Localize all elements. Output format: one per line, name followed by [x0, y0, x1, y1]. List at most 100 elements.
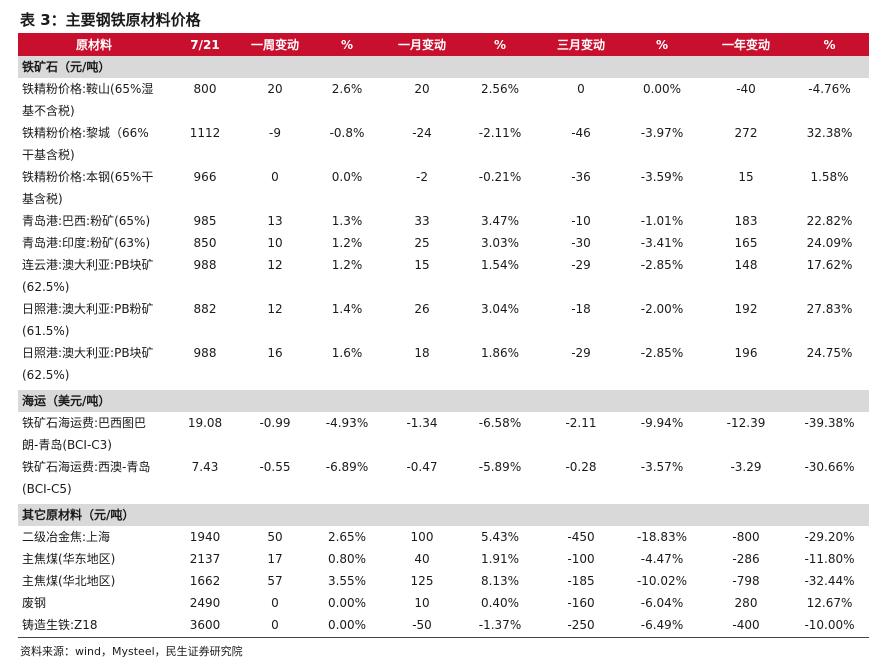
section-title: 海运（美元/吨） — [18, 390, 869, 412]
material-name-line: 朗-青岛(BCI-C3) — [22, 438, 112, 452]
material-name-cell: 主焦煤(华北地区) — [18, 570, 170, 592]
value-cell: -0.8% — [329, 126, 365, 140]
table-row: 青岛港:印度:粉矿(63%) 850 10 1.2% 25 3.03% -30 -3.41% 1… — [18, 232, 869, 254]
value-cell: 15 — [738, 170, 754, 184]
value-cell: -46 — [571, 126, 591, 140]
table-row: 主焦煤(华北地区) 1662 57 3.55% 125 8.13% -185 -10.02% -… — [18, 570, 869, 592]
value-cell: -100 — [567, 552, 595, 566]
value-cell: 3.04% — [480, 302, 520, 316]
material-name-line: 铸造生铁:Z18 — [22, 618, 98, 632]
table-row: 铁精粉价格:本钢(65%干 基含税) 966 0 0.0% -2 -0.21% -36 -3.5… — [18, 166, 869, 210]
value-cell: 22.82% — [806, 214, 853, 228]
material-name-cell: 铸造生铁:Z18 — [18, 614, 170, 636]
value-cell: -450 — [567, 530, 595, 544]
value-cell: 183 — [734, 214, 758, 228]
material-name-cell: 日照港:澳大利亚:PB块矿 (62.5%) — [18, 342, 170, 386]
value-cell: -0.99 — [259, 416, 291, 430]
material-name-line: 基不含税) — [22, 104, 75, 118]
value-cell: 1.2% — [331, 258, 363, 272]
value-cell: 988 — [193, 346, 217, 360]
material-name-cell: 连云港:澳大利亚:PB块矿 (62.5%) — [18, 254, 170, 298]
value-cell: 1112 — [189, 126, 221, 140]
value-cell: 2.56% — [480, 82, 520, 96]
value-cell: -4.93% — [325, 416, 369, 430]
material-name-line: 日照港:澳大利亚:PB粉矿 — [22, 302, 154, 316]
header-cell: % — [655, 37, 669, 52]
value-cell: -50 — [412, 618, 432, 632]
header-cell: 一周变动 — [250, 38, 299, 52]
value-cell: 882 — [193, 302, 217, 316]
material-name-line: (62.5%) — [22, 280, 70, 294]
value-cell: 5.43% — [480, 530, 520, 544]
value-cell: -160 — [567, 596, 595, 610]
value-cell: 57 — [267, 574, 283, 588]
value-cell: -10.02% — [636, 574, 688, 588]
value-cell: -40 — [736, 82, 756, 96]
value-cell: 125 — [410, 574, 434, 588]
value-cell: 8.13% — [480, 574, 520, 588]
value-cell: 0.0% — [331, 170, 363, 184]
table-row: 日照港:澳大利亚:PB块矿 (62.5%) 988 16 1.6% 18 1.86% -29 -… — [18, 342, 869, 386]
value-cell: -798 — [732, 574, 760, 588]
table-row: 连云港:澳大利亚:PB块矿 (62.5%) 988 12 1.2% 15 1.54% -29 -… — [18, 254, 869, 298]
value-cell: 50 — [267, 530, 283, 544]
material-name-line: 基含税) — [22, 192, 63, 206]
material-name-line: 日照港:澳大利亚:PB块矿 — [22, 346, 154, 360]
material-name-line: 青岛港:印度:粉矿(63%) — [22, 236, 151, 250]
header-cell: 7/21 — [190, 37, 220, 52]
source-note: 资料来源：wind，Mysteel，民生证券研究院 — [20, 645, 243, 658]
value-cell: -250 — [567, 618, 595, 632]
value-cell: 3.55% — [327, 574, 367, 588]
value-cell: 3.03% — [480, 236, 520, 250]
value-cell: 0 — [271, 618, 279, 632]
table-row: 铁精粉价格:鞍山(65%湿 基不含税) 800 20 2.6% 20 2.56% 0 0.00%… — [18, 78, 869, 122]
value-cell: -2.11% — [478, 126, 522, 140]
value-cell: 0.00% — [327, 596, 367, 610]
value-cell: 850 — [193, 236, 217, 250]
table-row: 铁矿石海运费:巴西图巴 朗-青岛(BCI-C3) 19.08 -0.99 -4.93% -… — [18, 412, 869, 456]
header-cell: 一年变动 — [721, 38, 770, 52]
value-cell: 1662 — [189, 574, 221, 588]
material-name-line: 二级冶金焦:上海 — [22, 530, 111, 544]
value-cell: 12 — [267, 302, 283, 316]
table-body: 铁矿石（元/吨） 铁精粉价格:鞍山(65%湿 基不含税) 800 20 2.6% 20 2.5… — [18, 56, 869, 636]
value-cell: 2.65% — [327, 530, 367, 544]
value-cell: 10 — [267, 236, 283, 250]
value-cell: 2.6% — [331, 82, 363, 96]
value-cell: 17 — [267, 552, 283, 566]
material-name-cell: 青岛港:巴西:粉矿(65%) — [18, 210, 170, 232]
table-row: 主焦煤(华东地区) 2137 17 0.80% 40 1.91% -100 -4.47% -28… — [18, 548, 869, 570]
value-cell: 192 — [734, 302, 758, 316]
material-name-cell: 铁精粉价格:鞍山(65%湿 基不含税) — [18, 78, 170, 122]
value-cell: 26 — [414, 302, 430, 316]
material-name-line: 主焦煤(华东地区) — [22, 552, 116, 566]
value-cell: 25 — [414, 236, 430, 250]
value-cell: 20 — [267, 82, 283, 96]
value-cell: 15 — [414, 258, 430, 272]
value-cell: -2 — [416, 170, 428, 184]
value-cell: -39.38% — [804, 416, 855, 430]
value-cell: 40 — [414, 552, 430, 566]
section-title: 其它原材料（元/吨） — [18, 504, 869, 526]
table-row: 日照港:澳大利亚:PB粉矿 (61.5%) 882 12 1.4% 26 3.04% -18 -… — [18, 298, 869, 342]
value-cell: -10 — [571, 214, 591, 228]
value-cell: -2.85% — [640, 258, 684, 272]
table-row: 铁精粉价格:黎城（66% 干基含税) 1112 -9 -0.8% -24 -2.11% -46… — [18, 122, 869, 166]
value-cell: 12.67% — [806, 596, 853, 610]
material-name-line: 铁矿石海运费:西澳-青岛 — [22, 460, 151, 474]
value-cell: 1.3% — [331, 214, 363, 228]
table-row: 铁矿石海运费:西澳-青岛 (BCI-C5) 7.43 -0.55 -6.89% -0.47… — [18, 456, 869, 500]
table-row: 铸造生铁:Z18 3600 0 0.00% -50 -1.37% -250 -6.49% -40… — [18, 614, 869, 636]
value-cell: 10 — [414, 596, 430, 610]
value-cell: -0.21% — [478, 170, 522, 184]
section-header-row: 海运（美元/吨） — [18, 390, 869, 412]
value-cell: -1.37% — [478, 618, 522, 632]
value-cell: 3600 — [189, 618, 221, 632]
value-cell: 1.6% — [331, 346, 363, 360]
value-cell: 1940 — [189, 530, 221, 544]
value-cell: -30.66% — [804, 460, 855, 474]
value-cell: 988 — [193, 258, 217, 272]
value-cell: 24.75% — [806, 346, 853, 360]
value-cell: -0.28 — [565, 460, 597, 474]
value-cell: -2.11 — [565, 416, 597, 430]
